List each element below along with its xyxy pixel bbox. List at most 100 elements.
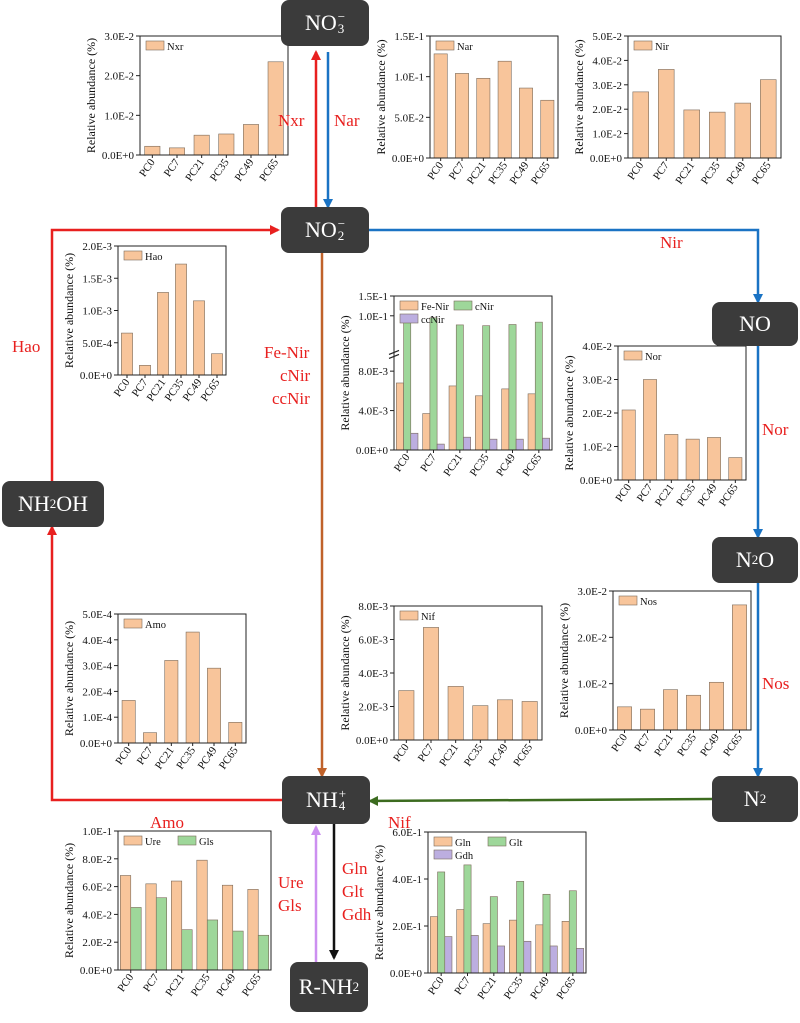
xtick-label: PC21 [653,482,677,509]
xtick-label: PC49 [214,971,238,998]
bar-gdh-pc0 [444,936,453,974]
bar-gls-pc7 [155,897,168,971]
amo-plot-frame [117,613,247,744]
xtick-label: PC35 [462,741,486,768]
xtick-label: PC0 [113,744,134,767]
xtick-label: PC7 [632,731,653,754]
xtick-label: PC49 [528,974,552,1001]
nif-plot-frame [393,605,543,741]
ytick-label: 1.0E-2 [104,110,134,122]
bar-gls-pc65 [257,934,270,971]
xtick-label: PC0 [426,974,447,997]
xtick-label: PC35 [174,744,198,771]
xtick-label: PC21 [183,157,207,184]
xtick-label: PC65 [721,731,745,758]
ytick-label: 2.0E-4 [82,686,112,698]
ytick-label: 3.0E-2 [592,80,622,92]
bar-ccnir-pc0 [410,432,419,451]
xtick-label: PC49 [233,156,257,183]
bar-nir-pc35 [709,111,726,159]
nir-legend: Nir [633,40,670,53]
nirtypes-legend: Fe-Nir cNir ccNir [399,300,494,326]
bar-nxr-pc35 [218,133,235,156]
bar-gln-pc65 [561,921,570,974]
bar-fe-nir-pc21 [448,385,457,451]
xtick-label: PC65 [717,481,741,508]
bar-nif-pc65 [521,701,538,741]
bar-nir-pc7 [658,69,675,159]
node-rnh2-sub: 2 [352,979,360,994]
nos-plot-frame [612,590,752,731]
xtick-label: PC7 [452,974,473,997]
bar-gln-pc49 [535,924,544,974]
ytick-label: 0.0E+0 [590,153,623,165]
ytick-label: 4.0E-2 [82,909,112,921]
ytick-label: 0.0E+0 [580,475,613,487]
bar-nos-pc35 [686,694,701,731]
bar-amo-pc35 [185,631,200,744]
legend-label-nxr: Nxr [167,42,184,53]
label-ccnir: ccNir [272,389,310,408]
legend-label-nir: Nir [655,42,670,53]
ytick-label: 4.0E-3 [358,668,388,680]
node-no2: NO −2 [281,207,369,253]
node-nh2oh-base: NH [17,491,50,516]
y-axis-title: Relative abundance (%) [62,843,76,958]
bar-nor-pc65 [728,457,743,481]
xtick-label: PC65 [240,971,264,998]
legend-label-nos: Nos [640,597,657,608]
hao-chart-svg: 0.0E+05.0E-41.0E-31.5E-32.0E-3PC0PC7PC21… [62,241,227,404]
ytick-label: 0.0E+0 [80,370,113,382]
xtick-label: PC0 [391,741,412,764]
xtick-label: PC7 [651,159,672,182]
xtick-label: PC49 [487,741,511,768]
bar-ure-pc21 [171,880,183,971]
hao-legend: Hao [123,250,163,263]
bar-nor-pc7 [643,379,657,481]
ytick-label: 3.0E-2 [577,586,607,598]
bar-amo-pc21 [164,660,179,744]
bar-nif-pc49 [497,699,513,741]
node-nh4-sup: + [338,786,347,801]
y-axis-title: Relative abundance (%) [557,603,571,718]
ytick-label: 1.0E-3 [82,306,112,318]
xtick-label: PC65 [529,159,553,186]
xtick-label: PC49 [508,159,532,186]
bar-ure-pc7 [145,883,157,971]
node-nh2oh-sub: 2 [49,496,57,511]
legend-label-gdh: Gdh [455,851,474,862]
y-axis-title: Relative abundance (%) [338,315,352,430]
nxr-plot-frame [139,35,289,156]
xtick-label: PC49 [724,159,748,186]
xtick-label: PC0 [137,156,158,179]
ytick-label: 5.0E-4 [82,338,112,350]
node-n2-sub: 2 [759,791,767,806]
ytick-label: 2.0E-2 [82,937,112,949]
xtick-label: PC7 [141,971,162,994]
node-no3-sub: 3 [337,21,345,36]
bar-nar-pc35 [497,60,512,159]
node-no2-sup: − [337,216,346,231]
xtick-label: PC21 [673,160,697,187]
bar-gls-pc35 [206,919,219,971]
xtick-label: PC49 [698,731,722,758]
legend-label-hao: Hao [145,252,163,263]
node-no-base: NO [739,311,771,336]
label-gls: Gls [278,896,302,915]
nir-plot-frame [627,35,782,159]
bar-cnir-pc49 [508,324,517,451]
ytick-label: 1.0E-2 [592,129,622,141]
ytick-label: 5.0E-2 [592,31,622,43]
label-nir: Nir [660,233,683,252]
legend-swatch-fe-nir [399,300,419,311]
node-n2-base: N [743,786,760,811]
label-cnir: cNir [280,366,311,385]
bar-ure-pc49 [221,884,234,971]
nxr-legend: Nxr [145,40,184,53]
ytick-label: 8.0E-3 [358,601,388,613]
xtick-label: PC21 [465,160,489,187]
